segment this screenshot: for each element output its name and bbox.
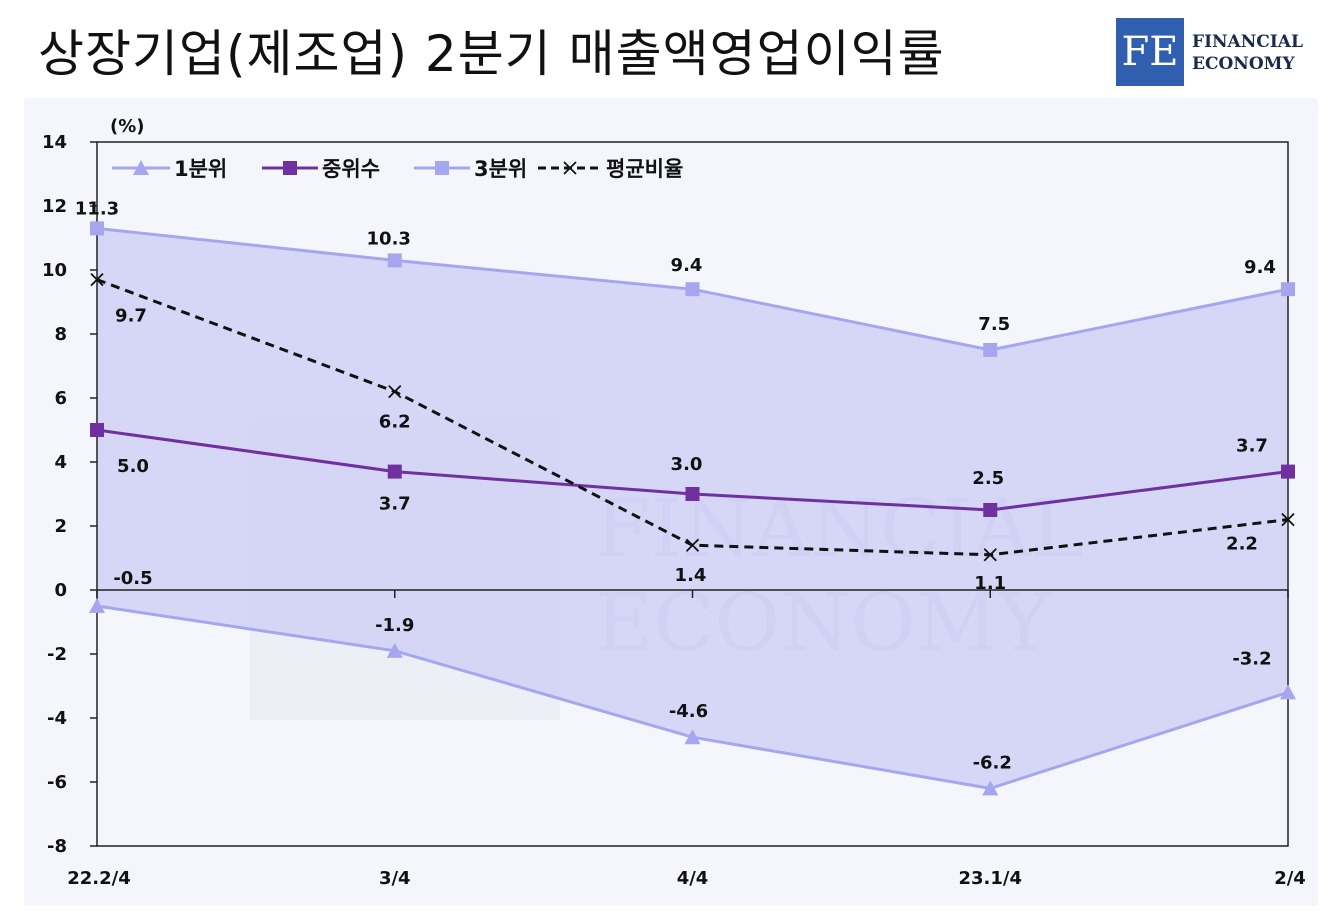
x-tick-label: 22.2/4 [67, 868, 131, 889]
x-tick-label: 4/4 [677, 868, 709, 889]
point-q1 [1280, 684, 1296, 700]
page-title: 상장기업(제조업) 2분기 매출액영업이익률 [38, 25, 945, 83]
data-label-median: 3.0 [671, 454, 703, 475]
legend-marker-median [283, 161, 297, 175]
legend-label-q1: 1분위 [174, 157, 227, 181]
data-label-median: 2.5 [972, 468, 1004, 489]
y-tick-label: 14 [42, 132, 67, 153]
data-label-average: 1.1 [974, 573, 1006, 594]
point-median [387, 464, 402, 479]
point-q1 [982, 780, 999, 796]
data-label-q1: -4.6 [669, 701, 708, 722]
point-q3 [387, 253, 402, 268]
point-median [90, 423, 104, 437]
point-q3 [1281, 282, 1295, 297]
logo-text-line1: FINANCIAL [1192, 32, 1303, 52]
data-label-q1: -3.2 [1232, 648, 1271, 669]
data-label-q1: -0.5 [113, 568, 152, 589]
logo-text-line2: ECONOMY [1192, 54, 1295, 74]
point-average [1281, 512, 1295, 527]
point-median [685, 487, 700, 501]
legend-label-average: 평균비율 [606, 157, 683, 181]
x-tick-label: 3/4 [379, 868, 411, 889]
y-tick-label: 2 [54, 516, 67, 537]
data-label-average: 9.7 [115, 306, 147, 327]
data-label-average: 6.2 [379, 412, 411, 433]
y-tick-label: 4 [54, 452, 67, 473]
data-label-q1: -1.9 [375, 615, 414, 636]
x-tick-label: 23.1/4 [958, 868, 1022, 889]
point-median [1281, 464, 1295, 479]
data-label-q3: 7.5 [978, 314, 1010, 335]
legend-marker-average [563, 161, 577, 175]
brand-logo: FE FINANCIAL ECONOMY [1116, 18, 1316, 88]
y-tick-label: -8 [47, 836, 67, 857]
point-q3 [983, 343, 998, 357]
y-tick-label: 0 [54, 580, 67, 601]
y-tick-label: -2 [47, 644, 67, 665]
point-q3 [90, 221, 104, 236]
y-tick-label: -4 [47, 708, 67, 729]
plot-frame [96, 141, 1289, 847]
data-label-median: 3.7 [1236, 436, 1268, 457]
y-unit-label: (%) [110, 116, 145, 137]
y-tick-label: 10 [42, 260, 67, 281]
data-label-q1: -6.2 [973, 752, 1012, 773]
data-label-q3: 11.3 [75, 198, 119, 219]
legend-label-q3: 3분위 [474, 157, 527, 181]
point-average [685, 538, 700, 552]
point-median [983, 503, 998, 517]
data-label-q3: 9.4 [1244, 257, 1276, 278]
y-tick-label: 8 [54, 324, 67, 345]
point-average [388, 384, 402, 399]
point-q1 [89, 598, 105, 613]
y-tick-label: -6 [47, 772, 67, 793]
data-label-median: 3.7 [379, 494, 411, 515]
data-label-q3: 10.3 [367, 228, 411, 249]
legend-marker-q3 [435, 161, 449, 175]
point-average [983, 548, 997, 562]
y-tick-label: 6 [54, 388, 67, 409]
legend-marker-q1 [133, 160, 149, 175]
data-label-median: 5.0 [117, 456, 149, 477]
point-average [90, 272, 104, 287]
legend-label-median: 중위수 [322, 157, 380, 181]
data-label-average: 1.4 [675, 565, 707, 586]
point-q1 [684, 729, 701, 745]
data-label-average: 2.2 [1226, 534, 1258, 555]
y-tick-label: 12 [42, 196, 67, 217]
logo-mark: FE [1116, 18, 1184, 86]
x-tick-label: 2/4 [1274, 868, 1306, 889]
point-q3 [685, 282, 700, 297]
point-q1 [386, 642, 403, 658]
data-label-q3: 9.4 [671, 255, 703, 276]
